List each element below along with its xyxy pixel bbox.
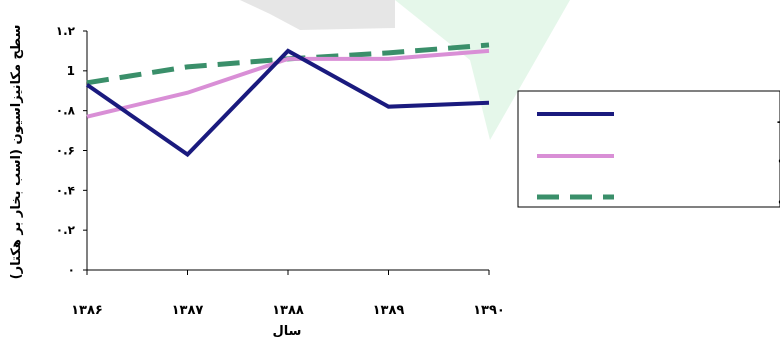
x-tick-label: ۱۳۸۷ [172, 303, 204, 318]
legend-label-2: میانگین خراسان رضوی [778, 150, 780, 166]
legend: شهرستان سبزوار میانگین خراسان رضوی میانگین… [517, 90, 780, 208]
y-tick-label: ۰ [68, 263, 75, 277]
y-tick-label: 1 [67, 64, 75, 78]
y-tick-label: ۱.۲ [56, 24, 76, 38]
watermark-gear-shape [240, 0, 395, 30]
series-line-2 [86, 48, 490, 119]
x-tick-label: ۱۳۸۶ [71, 303, 103, 318]
x-tick-label: ۱۳۸۹ [373, 303, 405, 318]
legend-box [517, 90, 780, 208]
legend-label-3: میانگین کشوری [778, 191, 780, 207]
legend-label-1: شهرستان سبزوار [777, 109, 780, 124]
y-tick-label: ۰.۴ [56, 183, 75, 197]
x-tick-label: ۱۳۹۰ [473, 303, 505, 318]
y-tick-label: ۰.۸ [56, 104, 76, 118]
x-tick-label: ۱۳۸۸ [272, 303, 304, 318]
y-axis-title: سطح مکانیزاسیون (اسب بخار بر هکتار) [9, 25, 24, 280]
axes [86, 31, 489, 271]
series-line-1 [85, 48, 490, 158]
watermark-leaf-shape [395, 0, 570, 140]
y-tick-label: ۰.۶ [56, 144, 75, 158]
x-axis-title: سال [273, 324, 302, 339]
y-tick-label: ۰.۲ [56, 223, 76, 237]
